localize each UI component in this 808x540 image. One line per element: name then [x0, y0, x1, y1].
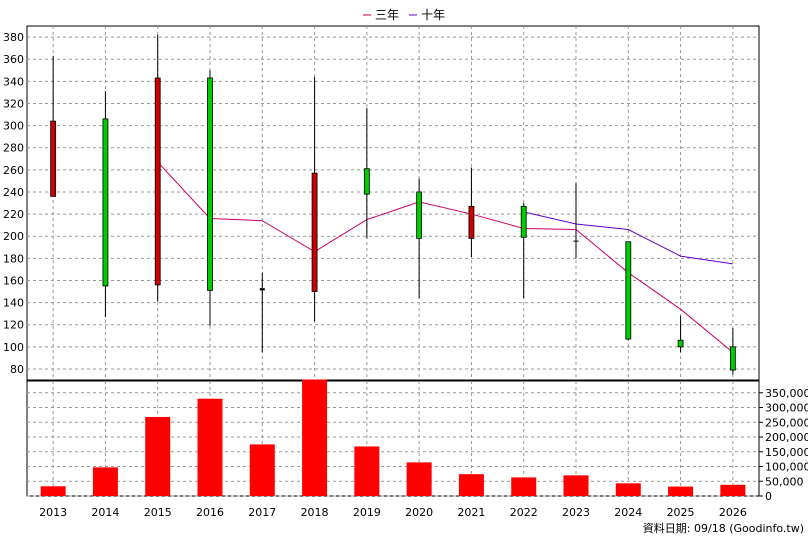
x-axis: 2013 2014 2015 2016 2017 2018 2019 2020 2021 2022…: [39, 506, 747, 519]
volume-tick-label: 100,000: [765, 461, 808, 474]
volume-tick-label: 250,000: [765, 416, 808, 429]
price-tick-label: 200: [3, 230, 24, 243]
candle-body: [207, 77, 213, 291]
volume-plot-frame: [26, 380, 760, 497]
volume-tick-label: 50,000: [765, 475, 804, 488]
x-tick-label: 2022: [510, 506, 538, 519]
candle-body: [363, 168, 370, 195]
price-tick-label: 320: [3, 97, 24, 110]
price-tick-label: 380: [3, 31, 24, 44]
price-tick-label: 100: [3, 341, 24, 354]
candle-body: [154, 77, 161, 286]
price-tick-label: 280: [3, 142, 24, 155]
price-tick-label: 360: [3, 53, 24, 66]
candle-body: [416, 191, 423, 239]
price-plot-frame: [26, 25, 760, 381]
legend: 三年 十年: [363, 8, 445, 22]
candle-2020: [416, 178, 423, 299]
candle-2025: [677, 315, 684, 353]
volume-tick-label: 300,000: [765, 402, 808, 415]
volume-bar-2020: [406, 462, 432, 496]
volume-bar-2015: [145, 416, 171, 496]
legend-label-ma10: 十年: [421, 8, 445, 22]
x-tick-label: 2015: [144, 506, 172, 519]
x-tick-label: 2024: [614, 506, 642, 519]
candle-body: [311, 172, 318, 292]
candle-2026: [729, 328, 736, 375]
x-tick-label: 2018: [301, 506, 329, 519]
ma3-line: [157, 161, 734, 353]
x-tick-label: 2013: [39, 506, 67, 519]
price-tick-label: 180: [3, 252, 24, 265]
candle-2016: [207, 70, 213, 326]
candle-body: [573, 240, 579, 242]
x-tick-label: 2021: [457, 506, 485, 519]
x-tick-label: 2016: [196, 506, 224, 519]
volume-bar-2019: [354, 446, 380, 496]
price-tick-label: 220: [3, 208, 24, 221]
x-tick-label: 2023: [562, 506, 590, 519]
candle-2015: [154, 34, 161, 302]
candle-body: [102, 118, 109, 287]
volume-bar-2025: [668, 486, 694, 496]
ma10-line: [523, 211, 733, 265]
candle-body: [520, 205, 527, 238]
x-tick-label: 2026: [719, 506, 747, 519]
volume-bar-2018: [302, 379, 328, 496]
candle-body: [625, 241, 632, 340]
volume-bar-2024: [615, 483, 641, 496]
volume-bar-2014: [92, 467, 118, 496]
candle-2018: [311, 76, 318, 322]
x-tick-label: 2017: [248, 506, 276, 519]
candle-2022: [520, 203, 527, 299]
price-tick-label: 340: [3, 75, 24, 88]
candle-2019: [363, 107, 370, 239]
candle-body: [729, 346, 736, 371]
candle-2021: [468, 167, 475, 258]
candle-body: [259, 288, 265, 291]
volume-bar-2013: [40, 486, 66, 496]
x-tick-label: 2025: [667, 506, 695, 519]
volume-tick-label: 150,000: [765, 446, 808, 459]
price-tick-label: 240: [3, 186, 24, 199]
candle-2017: [259, 272, 265, 353]
x-tick-label: 2014: [91, 506, 119, 519]
price-tick-label: 80: [10, 363, 24, 376]
candle-body: [677, 339, 684, 348]
price-tick-label: 300: [3, 120, 24, 133]
volume-bar-2026: [720, 484, 746, 496]
volume-tick-label: 200,000: [765, 431, 808, 444]
price-tick-label: 160: [3, 274, 24, 287]
source-note: 資料日期: 09/18 (Goodinfo.tw): [643, 521, 804, 535]
volume-bar-2016: [197, 398, 223, 496]
x-tick-label: 2019: [353, 506, 381, 519]
candle-2014: [102, 91, 109, 317]
volume-bar-2022: [511, 477, 537, 496]
volume-bar-2021: [458, 474, 484, 496]
volume-bar-2017: [249, 444, 275, 496]
candle-body: [50, 120, 57, 197]
candle-2013: [50, 55, 57, 197]
volume-tick-label: 0: [765, 490, 772, 503]
price-panel: 80 100 120 140 160 180 200 220 240 260 280 300 320 34…: [3, 25, 760, 381]
price-tick-label: 260: [3, 164, 24, 177]
candle-body: [468, 205, 475, 239]
price-tick-label: 140: [3, 297, 24, 310]
candle-2024: [625, 241, 632, 341]
volume-bar-2023: [563, 475, 589, 496]
x-tick-label: 2020: [405, 506, 433, 519]
price-tick-label: 120: [3, 319, 24, 332]
legend-label-ma3: 三年: [375, 8, 399, 22]
volume-tick-label: 350,000: [765, 387, 808, 400]
candle-2023: [573, 183, 579, 259]
